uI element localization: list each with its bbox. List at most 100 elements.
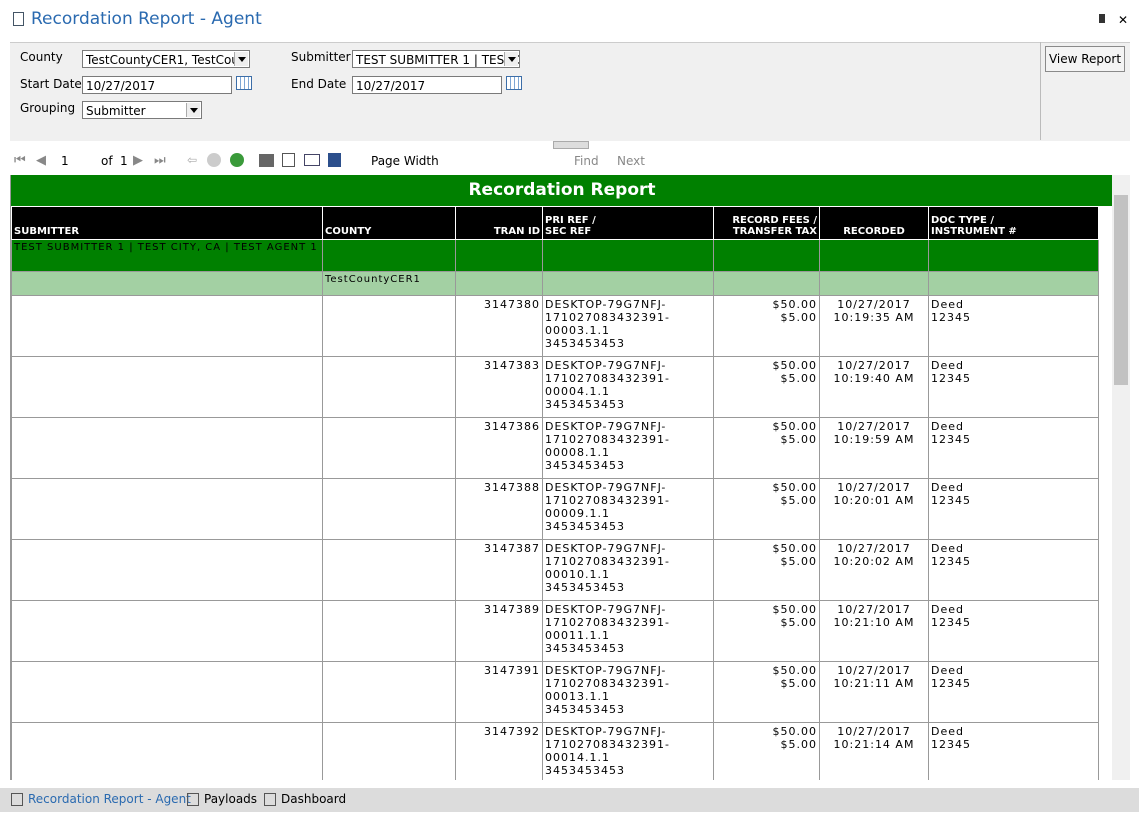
fee-cell: $50.00 $5.00 xyxy=(713,600,820,662)
doc-type: Deed xyxy=(931,298,964,311)
instrument: 12345 xyxy=(931,616,971,629)
scroll-thumb[interactable] xyxy=(1114,195,1128,385)
prev-page-button[interactable]: ◀ xyxy=(36,153,46,168)
instrument: 12345 xyxy=(931,555,971,568)
recorded-date: 10/27/2017 xyxy=(837,725,911,738)
column-header: PRI REF / SEC REF xyxy=(542,206,714,240)
recorded-date: 10/27/2017 xyxy=(837,603,911,616)
header-text: SUBMITTER xyxy=(14,226,80,237)
tran-id-cell: 3147387 xyxy=(455,539,543,601)
end-date-input[interactable]: 10/27/2017 xyxy=(352,76,502,94)
doc-cell: Deed 12345 xyxy=(928,539,1099,601)
next-button[interactable]: Next xyxy=(617,154,645,168)
print-button[interactable] xyxy=(259,154,274,167)
data-row: 3147391 DESKTOP-79G7NFJ-171027083432391-0… xyxy=(11,661,1099,723)
pri-ref: DESKTOP-79G7NFJ-171027083432391-00011.1.… xyxy=(545,603,670,642)
tab[interactable]: Payloads xyxy=(204,792,258,806)
doc-type: Deed xyxy=(931,542,964,555)
grouping-label: Grouping xyxy=(20,101,76,115)
recorded-time: 10:21:14 AM xyxy=(833,738,915,751)
county-dropdown[interactable]: TestCountyCER1, TestCoun xyxy=(82,50,250,68)
start-date-input[interactable]: 10/27/2017 xyxy=(82,76,232,94)
recorded-cell: 10/27/2017 10:20:02 AM xyxy=(819,539,929,601)
county-cell: TestCountyCER1 xyxy=(322,271,456,296)
tab[interactable]: Dashboard xyxy=(281,792,347,806)
submitter-label: Submitter xyxy=(291,50,351,64)
county-cell xyxy=(322,356,456,418)
doc-type: Deed xyxy=(931,725,964,738)
group-cell xyxy=(713,239,820,272)
record-fee: $50.00 xyxy=(772,725,817,738)
refresh-button[interactable] xyxy=(230,153,244,167)
doc-cell: Deed 12345 xyxy=(928,661,1099,723)
sec-ref: 3453453453 xyxy=(545,703,625,716)
doc-type: Deed xyxy=(931,481,964,494)
county-cell xyxy=(322,295,456,357)
ref-cell: DESKTOP-79G7NFJ-171027083432391-00011.1.… xyxy=(542,600,714,662)
report-title: Recordation Report xyxy=(11,175,1113,206)
record-fee: $50.00 xyxy=(772,603,817,616)
data-row: 3147392 DESKTOP-79G7NFJ-171027083432391-0… xyxy=(11,722,1099,780)
doc-cell: Deed 12345 xyxy=(928,600,1099,662)
splitter-handle[interactable] xyxy=(553,141,589,149)
find-button[interactable]: Find xyxy=(574,154,599,168)
sec-ref: 3453453453 xyxy=(545,337,625,350)
recorded-date: 10/27/2017 xyxy=(837,542,911,555)
record-fee: $50.00 xyxy=(772,542,817,555)
last-page-button[interactable]: ⏭ xyxy=(154,153,166,168)
county-label: County xyxy=(20,50,63,64)
pri-ref: DESKTOP-79G7NFJ-171027083432391-00003.1.… xyxy=(545,298,670,337)
pri-ref: DESKTOP-79G7NFJ-171027083432391-00013.1.… xyxy=(545,664,670,703)
recorded-cell: 10/27/2017 10:21:14 AM xyxy=(819,722,929,780)
header-text: PRI REF / xyxy=(545,215,596,226)
submitter-cell xyxy=(11,722,323,780)
recorded-cell: 10/27/2017 10:19:40 AM xyxy=(819,356,929,418)
pin-button[interactable] xyxy=(1099,14,1105,23)
first-page-button[interactable]: ⏮ xyxy=(14,153,26,168)
back-button[interactable]: ⇦ xyxy=(187,153,198,167)
recorded-time: 10:19:59 AM xyxy=(833,433,915,446)
doc-cell: Deed 12345 xyxy=(928,356,1099,418)
next-page-button[interactable]: ▶ xyxy=(133,153,143,168)
page-setup-button[interactable] xyxy=(304,154,320,166)
instrument: 12345 xyxy=(931,372,971,385)
export-button[interactable] xyxy=(328,153,341,167)
county-cell xyxy=(713,271,820,296)
stop-button[interactable] xyxy=(207,153,221,167)
county-cell xyxy=(455,271,543,296)
column-header: RECORDED xyxy=(819,206,929,240)
pri-ref: DESKTOP-79G7NFJ-171027083432391-00010.1.… xyxy=(545,542,670,581)
transfer-tax: $5.00 xyxy=(780,616,817,629)
data-row: 3147388 DESKTOP-79G7NFJ-171027083432391-0… xyxy=(11,478,1099,540)
close-button[interactable]: ✕ xyxy=(1118,13,1129,27)
recorded-cell: 10/27/2017 10:19:35 AM xyxy=(819,295,929,357)
ref-cell: DESKTOP-79G7NFJ-171027083432391-00013.1.… xyxy=(542,661,714,723)
sec-ref: 3453453453 xyxy=(545,520,625,533)
sec-ref: 3453453453 xyxy=(545,398,625,411)
calendar-button[interactable] xyxy=(506,76,522,90)
data-row: 3147389 DESKTOP-79G7NFJ-171027083432391-0… xyxy=(11,600,1099,662)
header-row: SUBMITTER COUNTY TRAN ID PRI REF / SEC REF RE… xyxy=(11,206,1099,240)
header-text: TRAN ID xyxy=(493,226,540,237)
zoom-dropdown[interactable]: Page Width xyxy=(368,152,478,170)
view-report-button[interactable]: View Report xyxy=(1045,46,1125,72)
tab[interactable]: Recordation Report - Agent xyxy=(28,792,191,806)
fee-cell: $50.00 $5.00 xyxy=(713,356,820,418)
submitter-cell xyxy=(11,478,323,540)
transfer-tax: $5.00 xyxy=(780,311,817,324)
window-icon xyxy=(13,12,24,26)
instrument: 12345 xyxy=(931,311,971,324)
grouping-dropdown[interactable]: Submitter xyxy=(82,101,202,119)
group-cell xyxy=(322,239,456,272)
ref-cell: DESKTOP-79G7NFJ-171027083432391-00009.1.… xyxy=(542,478,714,540)
tran-id-cell: 3147388 xyxy=(455,478,543,540)
calendar-button[interactable] xyxy=(236,76,252,90)
print-layout-button[interactable] xyxy=(282,153,295,167)
page-number[interactable]: 1 xyxy=(61,154,69,168)
doc-type: Deed xyxy=(931,664,964,677)
submitter-dropdown[interactable]: TEST SUBMITTER 1 | TEST C xyxy=(352,50,520,68)
doc-cell: Deed 12345 xyxy=(928,295,1099,357)
sec-ref: 3453453453 xyxy=(545,581,625,594)
report-table: SUBMITTER COUNTY TRAN ID PRI REF / SEC REF RE… xyxy=(11,206,1099,780)
recorded-date: 10/27/2017 xyxy=(837,481,911,494)
